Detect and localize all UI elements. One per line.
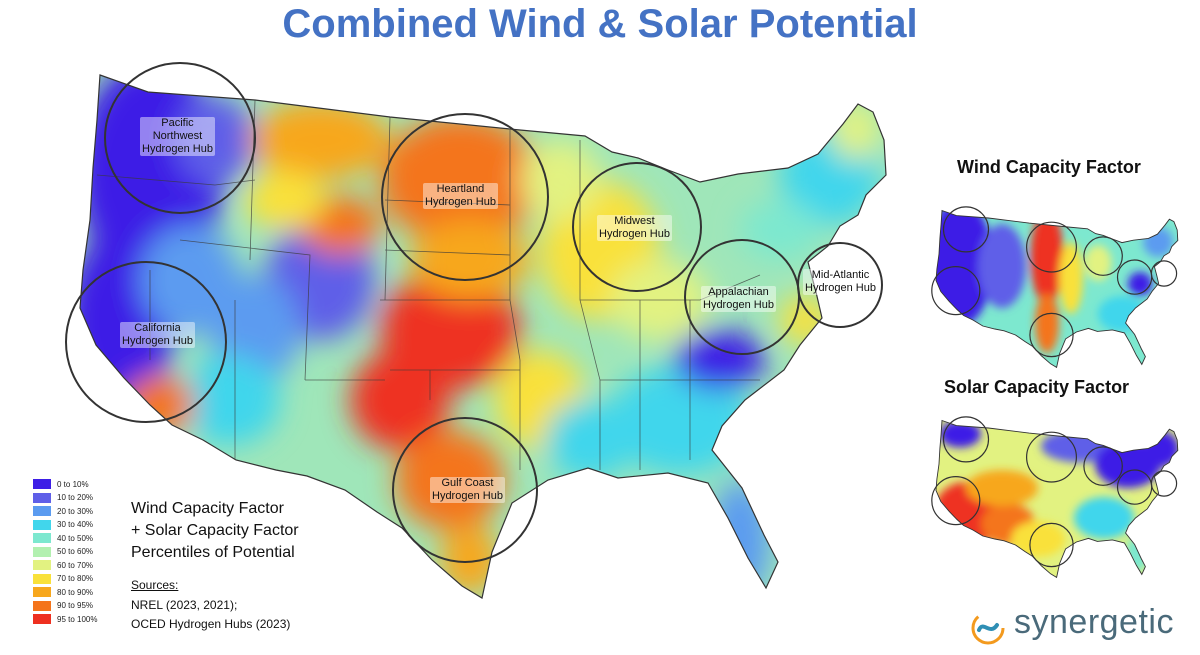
hub-label-pacific-northwest: Pacific Northwest Hydrogen Hub: [140, 117, 215, 156]
legend-item: 60 to 70%: [33, 559, 97, 571]
legend-item: 90 to 95%: [33, 600, 97, 612]
hub-circle-mid-atlantic: [797, 242, 883, 328]
hub-circle-midwest: [572, 162, 702, 292]
legend-item: 20 to 30%: [33, 505, 97, 517]
legend-swatch: [33, 587, 51, 597]
legend-swatch: [33, 492, 51, 503]
source-line-1: NREL (2023, 2021);: [131, 598, 238, 612]
hub-label-midwest: Midwest Hydrogen Hub: [597, 215, 672, 241]
legend-label: 20 to 30%: [57, 506, 94, 516]
solar-inset-title: Solar Capacity Factor: [944, 377, 1130, 397]
hub-circle-pacific-northwest: [104, 62, 256, 214]
hub-label-gulf-coast: Gulf Coast Hydrogen Hub: [430, 477, 505, 503]
caption-line-3: Percentiles of Potential: [131, 544, 295, 561]
hub-circle-california: [65, 261, 227, 423]
legend-label: 95 to 100%: [57, 614, 98, 624]
hub-circle-heartland: [381, 113, 549, 281]
caption-line-2: + Solar Capacity Factor: [131, 522, 299, 539]
legend-label: 60 to 70%: [57, 560, 94, 570]
map-title: Combined Wind & Solar Potential: [282, 2, 918, 46]
hub-label-appalachian: Appalachian Hydrogen Hub: [701, 286, 776, 312]
us-outline: [79, 74, 887, 599]
synergetic-logo-icon: [971, 611, 1005, 645]
legend-item: 70 to 80%: [33, 573, 97, 585]
legend-item: 10 to 20%: [33, 492, 97, 504]
legend-label: 70 to 80%: [57, 574, 94, 583]
legend-label: 30 to 40%: [57, 520, 94, 529]
legend-item: 40 to 50%: [33, 532, 97, 544]
legend-swatch: [33, 573, 51, 584]
brand-name: synergetic: [1014, 603, 1174, 641]
legend-swatch: [33, 560, 51, 570]
legend-swatch: [33, 546, 51, 557]
caption-line-1: Wind Capacity Factor: [131, 500, 284, 517]
hub-circle-gulf-coast: [392, 417, 538, 563]
legend-item: 0 to 10%: [33, 478, 97, 490]
legend-swatch: [33, 519, 51, 530]
legend-swatch: [33, 533, 51, 543]
legend-swatch: [33, 600, 51, 611]
legend-label: 10 to 20%: [57, 493, 94, 502]
wind-inset-map: [931, 206, 1179, 369]
legend-item: 95 to 100%: [33, 613, 97, 625]
legend-item: 80 to 90%: [33, 586, 97, 598]
legend-label: 50 to 60%: [57, 547, 94, 556]
legend-swatch: [33, 479, 51, 489]
hub-label-california: California Hydrogen Hub: [120, 322, 195, 348]
solar-inset-map: [931, 416, 1179, 579]
legend-label: 40 to 50%: [57, 533, 94, 543]
legend: 0 to 10% 10 to 20% 20 to 30% 30 to 40% 40 to…: [33, 478, 97, 627]
wind-inset-title: Wind Capacity Factor: [957, 157, 1141, 177]
legend-label: 80 to 90%: [57, 587, 94, 597]
legend-swatch: [33, 506, 51, 516]
hub-label-heartland: Heartland Hydrogen Hub: [423, 183, 498, 209]
legend-swatch: [33, 614, 51, 624]
sources-heading: Sources:: [131, 578, 179, 592]
legend-item: 30 to 40%: [33, 519, 97, 531]
legend-label: 0 to 10%: [57, 479, 89, 489]
source-line-2: OCED Hydrogen Hubs (2023): [131, 617, 291, 631]
map-caption: Wind Capacity Factor + Solar Capacity Fa…: [131, 498, 299, 564]
hub-label-mid-atlantic: Mid-Atlantic Hydrogen Hub: [803, 269, 878, 295]
legend-item: 50 to 60%: [33, 546, 97, 558]
legend-label: 90 to 95%: [57, 601, 94, 610]
